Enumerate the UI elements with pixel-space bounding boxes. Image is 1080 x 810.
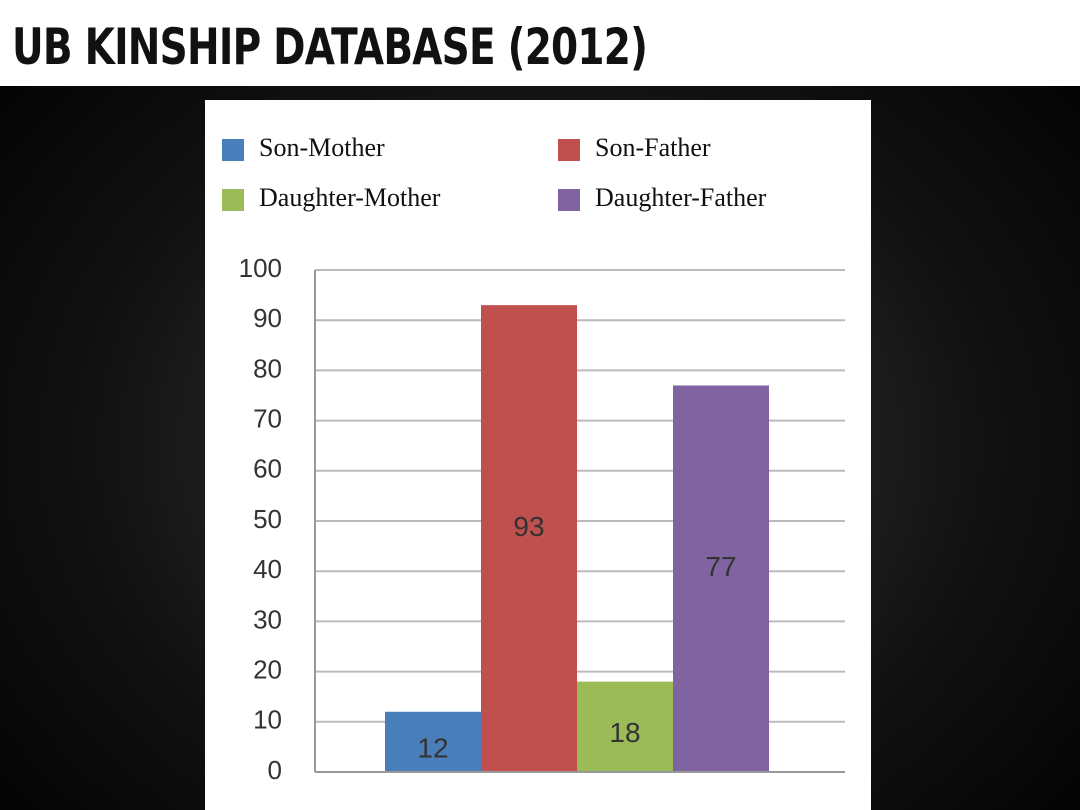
legend-label: Son-Mother — [259, 133, 385, 162]
legend-swatch — [222, 189, 244, 211]
bar — [673, 385, 769, 772]
y-tick-label: 20 — [253, 654, 282, 684]
bar — [577, 681, 673, 772]
y-tick-label: 60 — [253, 454, 282, 484]
legend-swatch — [558, 189, 580, 211]
bar — [481, 305, 577, 772]
data-label: 12 — [417, 732, 448, 763]
legend-label: Daughter-Father — [595, 183, 767, 212]
y-tick-label: 80 — [253, 353, 282, 383]
legend-label: Son-Father — [595, 133, 711, 162]
y-tick-label: 10 — [253, 705, 282, 735]
y-tick-label: 90 — [253, 303, 282, 333]
y-tick-label: 50 — [253, 504, 282, 534]
legend-swatch — [558, 139, 580, 161]
legend-swatch — [222, 139, 244, 161]
y-tick-label: 30 — [253, 604, 282, 634]
data-label: 93 — [513, 511, 544, 542]
title-bar — [0, 0, 1080, 86]
data-label: 18 — [609, 717, 640, 748]
data-label: 77 — [705, 551, 736, 582]
slide-title: UB KINSHIP DATABASE (2012) — [12, 18, 648, 76]
legend-label: Daughter-Mother — [259, 183, 441, 212]
y-tick-label: 0 — [268, 755, 282, 785]
y-tick-label: 100 — [239, 253, 282, 283]
y-tick-label: 40 — [253, 554, 282, 584]
y-tick-label: 70 — [253, 403, 282, 433]
bar — [385, 711, 481, 772]
